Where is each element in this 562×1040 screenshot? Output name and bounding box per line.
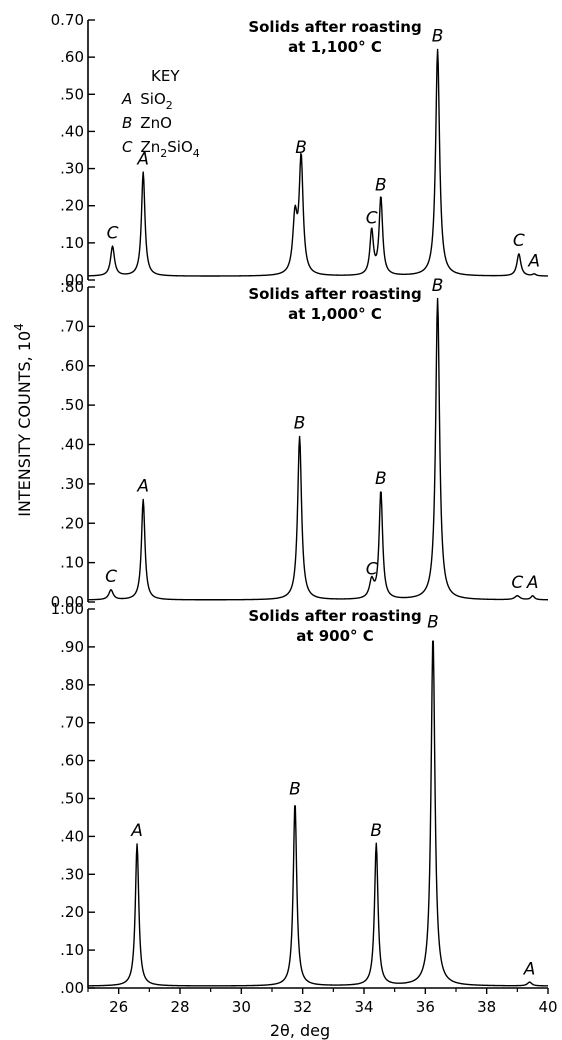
labels-layer: 0.70 .60 .50 .40 .30 .20 .10 .00 Solids after ro… (51, 11, 558, 1016)
x-tick-label: 38 (477, 998, 496, 1016)
key-entry-a: A SiO2 (121, 90, 173, 112)
x-tick-label: 28 (170, 998, 189, 1016)
y-tick-label: .60 (60, 48, 84, 66)
peak-label-b: B (289, 779, 301, 799)
panel-title-line1: Solids after roasting (248, 18, 421, 36)
y-tick-label: .20 (60, 903, 84, 921)
y-tick-label: .40 (60, 827, 84, 845)
panel-title-line2: at 1,000° C (288, 305, 382, 323)
y-tick-label: .80 (60, 278, 84, 296)
y-tick-label: .10 (60, 941, 84, 959)
peak-label-a: A (523, 959, 536, 979)
diffraction-trace-panel-2 (87, 297, 549, 601)
peak-label-c: C (105, 567, 117, 587)
y-tick-label: .00 (60, 979, 84, 997)
y-tick-label: .50 (60, 85, 84, 103)
y-tick-label: .40 (60, 122, 84, 140)
peak-label-b: B (295, 138, 307, 158)
x-tick-label: 36 (416, 998, 435, 1016)
key-entry-c: C Zn2SiO4 (122, 138, 200, 160)
key-legend: KEY A SiO2 B ZnO C Zn2SiO4 (121, 67, 200, 160)
x-tick-label: 26 (109, 998, 128, 1016)
peak-label-b: B (427, 613, 439, 633)
axes-layer (87, 19, 549, 994)
peak-label-a: A (136, 149, 149, 169)
key-title: KEY (151, 67, 180, 85)
x-tick-label: 32 (293, 998, 312, 1016)
diffraction-trace-panel-3 (87, 640, 549, 987)
y-tick-label: .70 (60, 714, 84, 732)
y-axis-label-exponent: 4 (12, 323, 26, 331)
peak-label-a: A (527, 251, 540, 271)
y-tick-label: .60 (60, 752, 84, 770)
x-tick-label: 34 (354, 998, 373, 1016)
panel-title-line1: Solids after roasting (248, 285, 421, 303)
panel-title-line2: at 1,100° C (288, 38, 382, 56)
peak-label-b: B (370, 821, 382, 841)
peak-label-b: B (294, 414, 306, 434)
x-tick-label: 40 (538, 998, 557, 1016)
peak-label-b: B (432, 27, 444, 47)
y-tick-label: 0.00 (51, 593, 84, 611)
y-tick-label: .40 (60, 436, 84, 454)
y-axis-label-group: INTENSITY COUNTS, 104 (12, 323, 34, 517)
peak-label-c: C (366, 559, 378, 579)
y-tick-label: .30 (60, 865, 84, 883)
peak-label-a: A (136, 477, 149, 497)
y-tick-label: .70 (60, 317, 84, 335)
peak-label-b: B (432, 276, 444, 296)
y-tick-label: .80 (60, 676, 84, 694)
diffraction-trace-panel-1 (87, 48, 549, 277)
peak-label-b: B (375, 175, 387, 195)
peak-label-a: A (526, 573, 539, 593)
peak-label-c: C (366, 209, 378, 229)
y-tick-label: .50 (60, 396, 84, 414)
y-tick-label: .60 (60, 357, 84, 375)
y-tick-label: .90 (60, 638, 84, 656)
y-tick-label: .00 (60, 271, 84, 289)
y-tick-label: .20 (60, 514, 84, 532)
y-tick-label: .10 (60, 554, 84, 572)
y-tick-label: 0.70 (51, 11, 84, 29)
y-axis-label: INTENSITY COUNTS, 10 (15, 331, 34, 517)
traces-layer (87, 48, 549, 987)
key-entry-b: B ZnO (122, 114, 172, 132)
panel-title-line1: Solids after roasting (248, 607, 421, 625)
y-tick-label: 1.00 (51, 600, 84, 618)
y-tick-label: .50 (60, 790, 84, 808)
y-tick-label: .30 (60, 475, 84, 493)
panel-title-line2: at 900° C (296, 627, 374, 645)
x-axis-label: 2θ, deg (270, 1021, 330, 1040)
peak-label-c: C (107, 224, 119, 244)
y-tick-label: .10 (60, 234, 84, 252)
peak-label-b: B (375, 469, 387, 489)
y-tick-label: .30 (60, 160, 84, 178)
peak-label-c: C (511, 573, 523, 593)
x-tick-label: 30 (232, 998, 251, 1016)
peak-label-a: A (130, 821, 143, 841)
svg-text:INTENSITY COUNTS, 104: INTENSITY COUNTS, 104 (12, 323, 34, 517)
peak-label-c: C (513, 231, 525, 251)
y-tick-label: .20 (60, 197, 84, 215)
